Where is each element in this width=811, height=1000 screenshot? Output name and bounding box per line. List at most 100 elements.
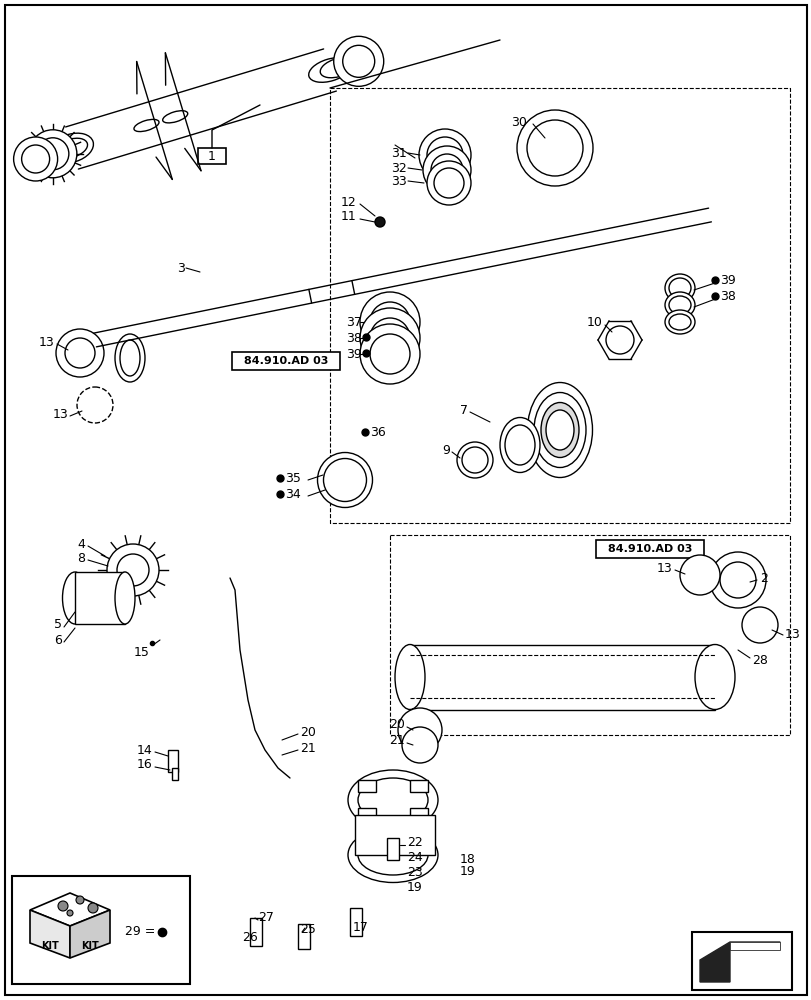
Text: 84.910.AD 03: 84.910.AD 03 [243, 356, 328, 366]
Text: 28: 28 [751, 654, 767, 666]
Ellipse shape [348, 827, 437, 882]
Bar [410, 808, 427, 820]
Ellipse shape [120, 340, 139, 376]
Bar [691, 932, 791, 990]
Bar [172, 768, 178, 780]
Text: 39: 39 [719, 273, 735, 286]
Text: 17: 17 [353, 921, 368, 934]
Text: 22: 22 [406, 836, 423, 849]
Bar [389, 535, 789, 735]
Circle shape [427, 137, 462, 173]
Text: KIT: KIT [81, 941, 99, 951]
Ellipse shape [50, 133, 93, 163]
Ellipse shape [668, 314, 690, 330]
Circle shape [427, 161, 470, 205]
Ellipse shape [115, 334, 145, 382]
Ellipse shape [62, 572, 88, 624]
Text: 12: 12 [340, 196, 355, 209]
Text: 13: 13 [784, 629, 800, 642]
Text: 21: 21 [299, 742, 315, 754]
Ellipse shape [668, 278, 690, 298]
Text: 38: 38 [719, 290, 735, 302]
Ellipse shape [308, 58, 351, 82]
Ellipse shape [668, 296, 690, 314]
Ellipse shape [457, 442, 492, 478]
Bar [410, 645, 714, 710]
Ellipse shape [57, 138, 88, 158]
Circle shape [359, 292, 419, 352]
Circle shape [67, 910, 73, 916]
Text: 19: 19 [460, 865, 475, 878]
Text: 13: 13 [655, 562, 672, 574]
Text: 5: 5 [54, 618, 62, 632]
Bar [232, 352, 340, 370]
Ellipse shape [664, 274, 694, 302]
Text: 35: 35 [285, 472, 301, 485]
Polygon shape [70, 910, 109, 958]
Text: 13: 13 [38, 336, 54, 349]
Circle shape [605, 326, 633, 354]
Text: 2: 2 [759, 572, 767, 584]
Bar [358, 808, 375, 820]
Text: 1: 1 [208, 150, 216, 163]
Circle shape [397, 708, 441, 752]
Circle shape [359, 308, 419, 368]
Ellipse shape [527, 382, 592, 478]
Text: 29 =: 29 = [125, 925, 155, 938]
Circle shape [526, 120, 582, 176]
Ellipse shape [694, 645, 734, 710]
Text: 30: 30 [510, 116, 526, 129]
Text: 3: 3 [177, 261, 185, 274]
Circle shape [517, 110, 592, 186]
Bar [250, 918, 262, 946]
Circle shape [56, 329, 104, 377]
Circle shape [117, 554, 148, 586]
Bar [329, 88, 789, 523]
Circle shape [36, 138, 69, 170]
Text: 7: 7 [460, 403, 467, 416]
Text: 84.910.AD 03: 84.910.AD 03 [607, 544, 691, 554]
Ellipse shape [115, 572, 135, 624]
Ellipse shape [504, 425, 534, 465]
Ellipse shape [540, 402, 578, 458]
Circle shape [88, 903, 98, 913]
Ellipse shape [394, 645, 424, 710]
Polygon shape [30, 893, 109, 926]
Text: 26: 26 [242, 931, 257, 944]
Ellipse shape [461, 447, 487, 473]
Bar [350, 908, 362, 936]
Ellipse shape [323, 458, 366, 502]
Text: 37: 37 [345, 316, 362, 328]
Polygon shape [699, 942, 779, 982]
Text: 8: 8 [77, 552, 85, 564]
Ellipse shape [317, 452, 372, 508]
Polygon shape [30, 910, 70, 958]
Bar [298, 924, 310, 949]
Text: 10: 10 [586, 316, 603, 330]
Circle shape [431, 154, 462, 186]
Circle shape [375, 217, 384, 227]
Circle shape [418, 129, 470, 181]
Text: 33: 33 [391, 175, 406, 188]
Circle shape [22, 145, 49, 173]
Bar [168, 750, 178, 772]
Text: 19: 19 [406, 881, 423, 894]
Circle shape [359, 324, 419, 384]
Text: 31: 31 [391, 147, 406, 160]
Ellipse shape [545, 410, 573, 450]
Bar [387, 838, 398, 860]
Polygon shape [729, 942, 779, 950]
Circle shape [741, 607, 777, 643]
Text: 24: 24 [406, 851, 423, 864]
Text: 14: 14 [136, 744, 152, 756]
Text: KIT: KIT [41, 941, 59, 951]
Bar [358, 780, 375, 792]
Text: 27: 27 [258, 911, 273, 924]
Ellipse shape [358, 835, 427, 875]
Circle shape [423, 146, 470, 194]
Text: 34: 34 [285, 488, 300, 500]
Text: 9: 9 [441, 444, 449, 456]
Circle shape [76, 896, 84, 904]
Text: 13: 13 [52, 408, 68, 422]
Ellipse shape [348, 770, 437, 830]
